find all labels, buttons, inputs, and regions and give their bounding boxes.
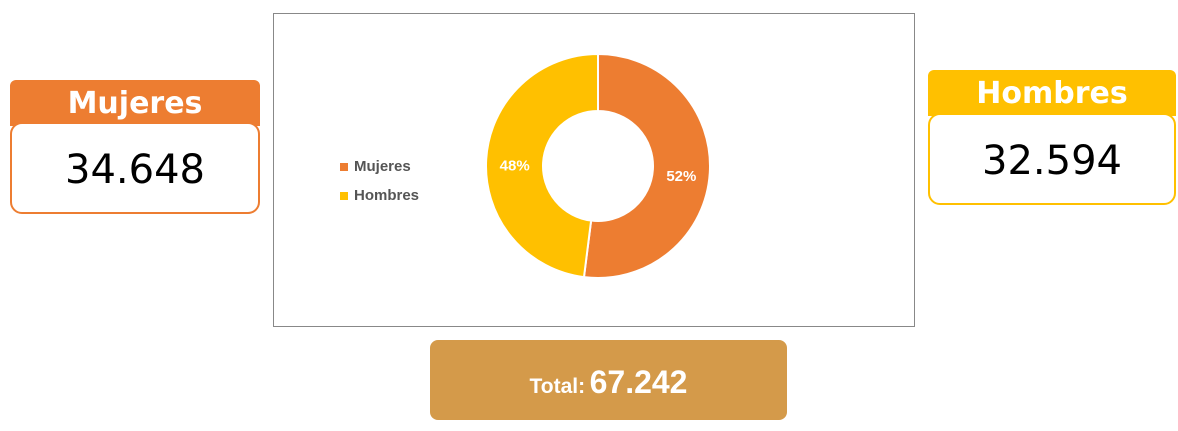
chart-frame — [273, 13, 915, 327]
legend-swatch — [340, 192, 348, 200]
page: Mujeres 34.648 Hombres 32.594 52% 48% Muje… — [10, 13, 1176, 420]
total-label: Total: — [529, 375, 586, 398]
card-title: Hombres — [928, 70, 1176, 116]
data-label: 48% — [500, 158, 530, 175]
legend-label: Hombres — [354, 187, 419, 204]
donut-slice — [582, 52, 711, 279]
card-value: 32.594 — [928, 113, 1176, 205]
total-value: 67.242 — [589, 364, 688, 400]
card-value: 34.648 — [10, 122, 260, 214]
legend-label: Mujeres — [354, 158, 411, 175]
chart: 52% 48% Mujeres Hombres — [340, 52, 711, 279]
data-label: 52% — [666, 168, 696, 185]
legend-swatch — [340, 163, 348, 171]
card-title: Mujeres — [10, 80, 260, 126]
donut-slice — [485, 52, 599, 279]
total: Total: 67.242 — [430, 340, 787, 420]
